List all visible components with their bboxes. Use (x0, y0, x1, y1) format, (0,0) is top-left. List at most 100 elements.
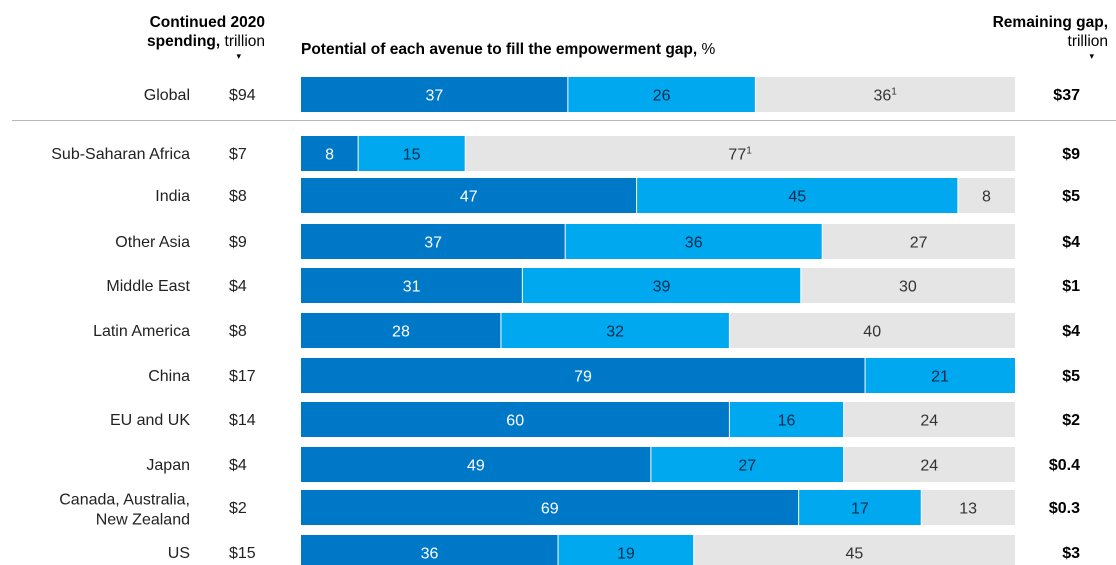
segment-label-japan-2: 27 (738, 458, 756, 475)
segment-label-sub-saharan-africa-2: 15 (403, 147, 421, 164)
spending-column-header: Continued 2020 spending, trillion ▾ (100, 13, 265, 61)
spending-value-global: $94 (229, 87, 256, 104)
region-label-china: China (148, 368, 190, 385)
gap-header-unit: trillion (1067, 33, 1108, 50)
region-label-japan: Japan (146, 457, 190, 474)
bar-segment-latin-america-3 (729, 313, 1015, 348)
bar-segment-us-3 (693, 535, 1015, 565)
bar-segment-other-asia-1 (301, 224, 566, 259)
segment-label-india-2: 45 (788, 189, 806, 206)
footnote-mark: 1 (891, 87, 897, 98)
gap-value-eu-and-uk: $2 (1062, 412, 1080, 429)
bar-segment-middle-east-2 (522, 268, 801, 303)
bar-segment-china-2 (865, 358, 1015, 393)
spending-value-middle-east: $4 (229, 278, 247, 295)
spending-value-japan: $4 (229, 457, 247, 474)
potential-header-unit: % (701, 41, 716, 58)
gap-value-middle-east: $1 (1062, 278, 1080, 295)
segment-label-latin-america-1: 28 (392, 324, 410, 341)
segment-label-india-3: 8 (982, 189, 991, 206)
gap-column-header: Remaining gap, trillion ▾ (908, 13, 1108, 61)
spending-value-other-asia: $9 (229, 234, 247, 251)
region-label-us: US (168, 545, 190, 562)
segment-label-sub-saharan-africa-1: 8 (325, 147, 334, 164)
bar-segment-us-2 (558, 535, 694, 565)
segment-label-global-2: 26 (653, 88, 671, 105)
bar-segment-global-1 (301, 77, 568, 112)
spending-value-canada-australia-new-zealand: $2 (229, 500, 247, 517)
bar-segment-india-2 (636, 178, 958, 213)
region-label-global: Global (144, 87, 190, 104)
spending-header-bold-2: spending, (147, 33, 221, 50)
segment-label-eu-and-uk-1: 60 (506, 413, 524, 430)
potential-header-bold: Potential of each avenue to fill the emp… (301, 41, 698, 58)
bar-segment-china-1 (301, 358, 866, 393)
spending-value-china: $17 (229, 368, 256, 385)
region-label-canada-australia-new-zealand: Canada, Australia, New Zealand (59, 492, 190, 529)
gap-header-bold: Remaining gap, (992, 14, 1108, 31)
bar-segment-sub-saharan-africa-2 (358, 136, 466, 171)
bar-segment-japan-1 (301, 447, 651, 482)
region-label-line: New Zealand (96, 512, 190, 529)
bar-segment-india-1 (301, 178, 637, 213)
bar-segment-eu-and-uk-2 (729, 402, 844, 437)
bar-segment-sub-saharan-africa-3 (465, 136, 1016, 171)
segment-label-other-asia-3: 27 (910, 235, 928, 252)
segment-label-global-1: 37 (426, 88, 444, 105)
gap-value-canada-australia-new-zealand: $0.3 (1049, 500, 1080, 517)
bar-segment-middle-east-3 (800, 268, 1015, 303)
gap-value-japan: $0.4 (1049, 457, 1080, 474)
segment-label-japan-3: 24 (920, 458, 938, 475)
region-label-sub-saharan-africa: Sub-Saharan Africa (51, 146, 190, 163)
bar-segment-global-2 (567, 77, 756, 112)
spending-value-latin-america: $8 (229, 323, 247, 340)
segment-label-middle-east-2: 39 (653, 279, 671, 296)
bar-segment-other-asia-3 (822, 224, 1015, 259)
spending-header-bold: Continued 2020 (149, 14, 265, 31)
bar-segment-canada-australia-new-zealand-2 (798, 490, 922, 525)
bar-segment-latin-america-1 (301, 313, 501, 348)
segment-label-canada-australia-new-zealand-1: 69 (541, 501, 559, 518)
segment-label-latin-america-2: 32 (606, 324, 624, 341)
gap-value-latin-america: $4 (1062, 323, 1080, 340)
bar-segment-canada-australia-new-zealand-3 (921, 490, 1015, 525)
footnote-mark: 1 (746, 146, 752, 157)
region-label-line: Canada, Australia, (59, 492, 190, 509)
global-divider (12, 120, 1116, 121)
gap-value-other-asia: $4 (1062, 234, 1080, 251)
gap-value-sub-saharan-africa: $9 (1062, 146, 1080, 163)
segment-label-other-asia-1: 37 (424, 235, 442, 252)
spending-value-eu-and-uk: $14 (229, 412, 256, 429)
segment-label-japan-1: 49 (467, 458, 485, 475)
spending-value-sub-saharan-africa: $7 (229, 146, 247, 163)
gap-arrow-icon: ▾ (1089, 51, 1094, 61)
gap-value-india: $5 (1062, 188, 1080, 205)
bar-segment-eu-and-uk-3 (843, 402, 1015, 437)
region-label-india: India (155, 188, 190, 205)
bar-segment-other-asia-2 (565, 224, 823, 259)
region-label-middle-east: Middle East (106, 278, 190, 295)
segment-label-eu-and-uk-2: 16 (778, 413, 796, 430)
segment-label-middle-east-1: 31 (403, 279, 421, 296)
bar-segment-global-3 (755, 77, 1015, 112)
bar-segment-sub-saharan-africa-1 (301, 136, 359, 171)
region-label-latin-america: Latin America (93, 323, 190, 340)
spending-value-us: $15 (229, 545, 256, 562)
segment-label-middle-east-3: 30 (899, 279, 917, 296)
segment-label-china-2: 21 (931, 369, 949, 386)
region-label-other-asia: Other Asia (115, 234, 190, 251)
segment-label-other-asia-2: 36 (685, 235, 703, 252)
gap-value-global: $37 (1053, 87, 1080, 104)
segment-label-china-1: 79 (574, 369, 592, 386)
bar-segment-japan-2 (650, 447, 844, 482)
spending-header-unit: trillion (224, 33, 265, 50)
segment-label-canada-australia-new-zealand-2: 17 (851, 501, 869, 518)
segment-label-us-1: 36 (421, 546, 439, 563)
segment-label-eu-and-uk-3: 24 (920, 413, 938, 430)
bar-segment-middle-east-1 (301, 268, 523, 303)
bar-segment-us-1 (301, 535, 559, 565)
bar-segment-japan-3 (843, 447, 1015, 482)
segment-label-us-2: 19 (617, 546, 635, 563)
region-label-eu-and-uk: EU and UK (110, 412, 190, 429)
